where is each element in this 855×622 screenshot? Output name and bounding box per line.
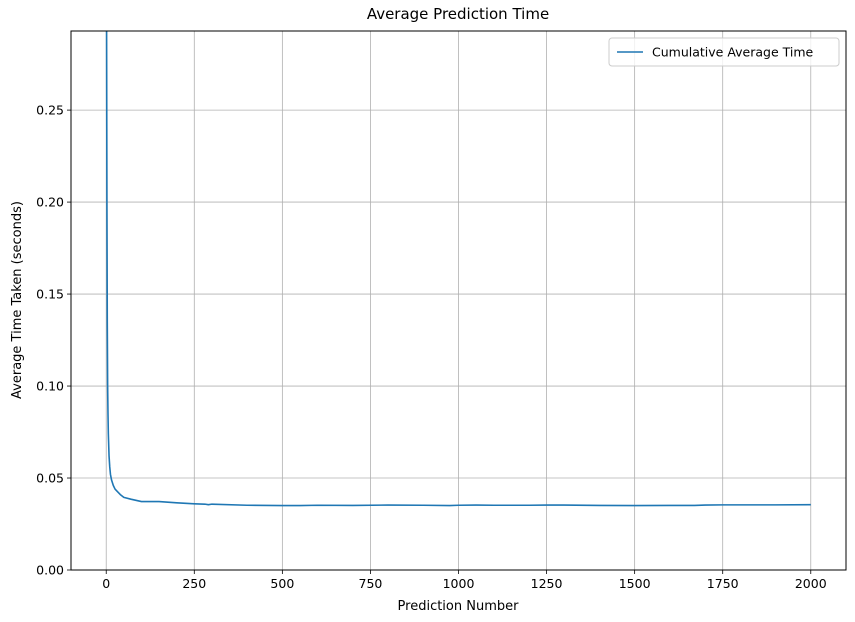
x-tick-label: 500 (270, 576, 294, 591)
ticks: 0 250 500 750 1000 1250 1500 1750 2000 0.00 0.05 0.… (36, 103, 827, 591)
y-tick-label: 0.05 (36, 471, 64, 486)
y-tick-label: 0.00 (36, 563, 64, 578)
x-tick-label: 2000 (795, 576, 827, 591)
x-tick-label: 1500 (619, 576, 651, 591)
x-tick-label: 0 (102, 576, 110, 591)
y-tick-label: 0.10 (36, 379, 64, 394)
grid (71, 31, 846, 571)
legend: Cumulative Average Time (608, 37, 840, 67)
y-tick-label: 0.20 (36, 195, 64, 210)
y-tick-label: 0.25 (36, 103, 64, 118)
legend-label: Cumulative Average Time (652, 45, 814, 60)
legend-box (608, 37, 840, 67)
series-layer (105, 31, 811, 507)
x-axis-label: Prediction Number (398, 599, 520, 614)
x-tick-label: 1000 (443, 576, 475, 591)
series-line-0 (105, 31, 811, 507)
x-tick-label: 750 (359, 576, 383, 591)
chart-title: Average Prediction Time (367, 5, 549, 23)
y-tick-label: 0.15 (36, 287, 64, 302)
y-axis-label: Average Time Taken (seconds) (10, 201, 25, 399)
x-tick-label: 250 (182, 576, 206, 591)
x-tick-label: 1750 (707, 576, 739, 591)
x-tick-label: 1250 (531, 576, 563, 591)
